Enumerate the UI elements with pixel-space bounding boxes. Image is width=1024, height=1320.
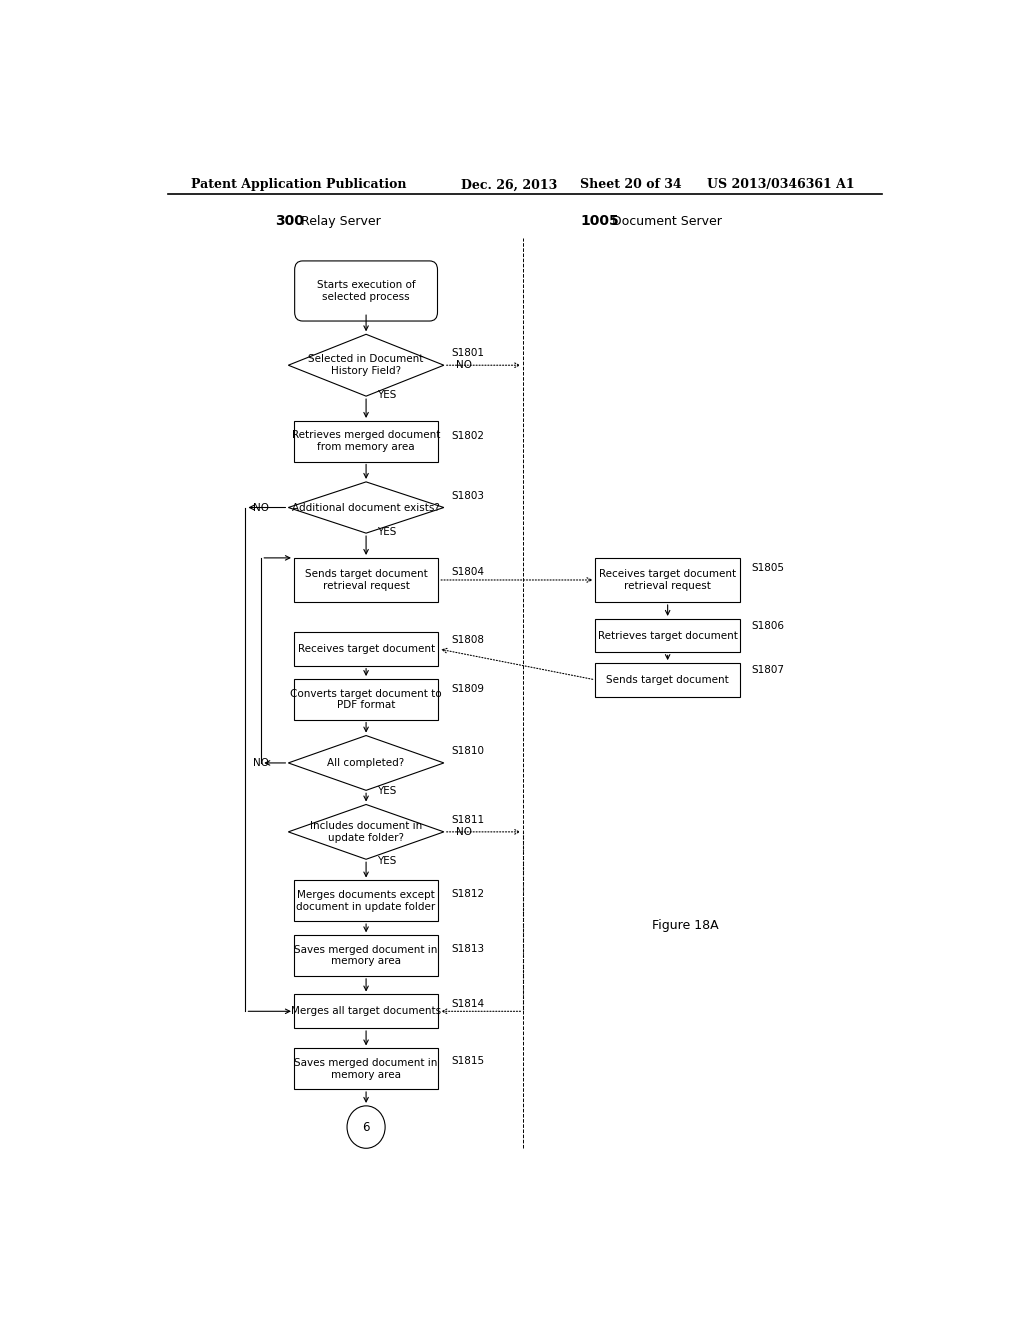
Text: Saves merged document in
memory area: Saves merged document in memory area (294, 1057, 438, 1080)
Text: All completed?: All completed? (328, 758, 404, 768)
Text: Starts execution of
selected process: Starts execution of selected process (316, 280, 416, 302)
Text: Document Server: Document Server (612, 215, 722, 228)
Polygon shape (289, 334, 443, 396)
Text: YES: YES (377, 391, 396, 400)
Text: Receives target document: Receives target document (298, 644, 434, 653)
Text: YES: YES (377, 857, 396, 866)
Text: S1809: S1809 (452, 684, 484, 694)
Text: Sends target document: Sends target document (606, 675, 729, 685)
Text: Receives target document
retrieval request: Receives target document retrieval reque… (599, 569, 736, 591)
Text: Additional document exists?: Additional document exists? (292, 503, 440, 512)
Bar (294, 421, 438, 462)
Text: S1807: S1807 (751, 665, 784, 675)
Text: Sends target document
retrieval request: Sends target document retrieval request (305, 569, 427, 591)
Text: S1812: S1812 (452, 888, 485, 899)
Bar (294, 558, 438, 602)
Text: S1802: S1802 (452, 430, 484, 441)
Text: S1801: S1801 (452, 348, 484, 358)
Polygon shape (289, 482, 443, 533)
Text: S1813: S1813 (452, 944, 485, 953)
Text: NO: NO (253, 503, 269, 512)
Text: 6: 6 (362, 1121, 370, 1134)
Text: S1814: S1814 (452, 999, 485, 1010)
Polygon shape (289, 804, 443, 859)
Bar (294, 678, 438, 719)
Text: Sheet 20 of 34: Sheet 20 of 34 (581, 178, 682, 191)
Text: NO: NO (456, 360, 472, 370)
Text: 300: 300 (274, 214, 304, 228)
Text: S1803: S1803 (452, 491, 484, 502)
Text: Figure 18A: Figure 18A (652, 919, 719, 932)
Bar (294, 880, 438, 921)
Text: Converts target document to
PDF format: Converts target document to PDF format (290, 689, 442, 710)
Bar (595, 663, 740, 697)
Text: NO: NO (456, 826, 472, 837)
Text: US 2013/0346361 A1: US 2013/0346361 A1 (708, 178, 855, 191)
Text: 1005: 1005 (581, 214, 620, 228)
Text: S1808: S1808 (452, 635, 484, 645)
Bar (595, 558, 740, 602)
Text: YES: YES (377, 787, 396, 796)
Text: Merges all target documents: Merges all target documents (291, 1006, 441, 1016)
Text: S1810: S1810 (452, 746, 484, 755)
Text: Saves merged document in
memory area: Saves merged document in memory area (294, 945, 438, 966)
Text: S1811: S1811 (452, 816, 485, 825)
Bar (294, 936, 438, 975)
Bar (294, 632, 438, 665)
Text: Merges documents except
document in update folder: Merges documents except document in upda… (297, 890, 435, 912)
Text: Patent Application Publication: Patent Application Publication (191, 178, 407, 191)
FancyBboxPatch shape (295, 261, 437, 321)
Text: Retrieves target document: Retrieves target document (598, 631, 737, 640)
Text: S1806: S1806 (751, 620, 784, 631)
Bar (595, 619, 740, 652)
Bar (294, 1048, 438, 1089)
Bar (294, 994, 438, 1028)
Text: Includes document in
update folder?: Includes document in update folder? (310, 821, 422, 842)
Text: Relay Server: Relay Server (301, 215, 381, 228)
Text: YES: YES (377, 527, 396, 537)
Text: S1804: S1804 (452, 568, 484, 577)
Text: Selected in Document
History Field?: Selected in Document History Field? (308, 354, 424, 376)
Text: S1805: S1805 (751, 564, 784, 573)
Text: Dec. 26, 2013: Dec. 26, 2013 (461, 178, 557, 191)
Polygon shape (289, 735, 443, 791)
Text: S1815: S1815 (452, 1056, 485, 1065)
Text: NO: NO (253, 758, 269, 768)
Circle shape (347, 1106, 385, 1148)
Text: Retrieves merged document
from memory area: Retrieves merged document from memory ar… (292, 430, 440, 451)
